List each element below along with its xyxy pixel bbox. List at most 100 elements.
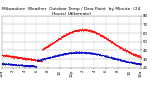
Point [71, 52, 73, 53]
Point [31, 65, 33, 66]
Point [117, 59, 120, 60]
Point [108, 57, 110, 58]
Point [114, 44, 117, 45]
Point [102, 54, 104, 56]
Point [68, 52, 71, 54]
Point [15, 56, 17, 58]
Point [120, 47, 123, 49]
Point [43, 58, 45, 59]
Point [48, 44, 51, 46]
Point [136, 63, 139, 64]
Point [77, 29, 79, 31]
Point [58, 54, 61, 55]
Point [85, 29, 88, 30]
Point [50, 42, 53, 44]
Point [32, 59, 35, 60]
Point [6, 63, 9, 64]
Point [31, 60, 33, 61]
Point [51, 43, 53, 44]
Point [63, 35, 66, 36]
Point [63, 53, 66, 55]
Point [25, 64, 28, 66]
Point [124, 50, 127, 51]
Point [105, 39, 108, 40]
Point [65, 53, 68, 54]
Point [80, 52, 83, 53]
Point [42, 48, 44, 49]
Point [23, 65, 25, 66]
Point [107, 56, 109, 58]
Point [19, 64, 22, 66]
Point [110, 41, 113, 42]
Point [18, 56, 21, 58]
Point [80, 52, 82, 53]
Point [17, 63, 19, 65]
Point [22, 64, 25, 66]
Point [58, 54, 61, 56]
Point [88, 30, 91, 31]
Point [59, 37, 61, 39]
Point [54, 40, 56, 42]
Point [90, 30, 93, 31]
Point [121, 49, 124, 51]
Point [77, 52, 80, 54]
Point [57, 38, 60, 40]
Point [115, 59, 118, 60]
Point [63, 52, 66, 54]
Point [20, 64, 23, 66]
Point [137, 63, 139, 64]
Point [68, 53, 71, 54]
Point [78, 51, 80, 52]
Point [38, 60, 40, 61]
Point [43, 58, 46, 60]
Point [0, 54, 3, 56]
Point [48, 44, 51, 46]
Point [13, 55, 16, 57]
Point [62, 53, 65, 54]
Point [91, 30, 94, 32]
Point [42, 48, 44, 50]
Point [104, 55, 106, 57]
Point [90, 30, 92, 32]
Point [73, 30, 75, 31]
Point [101, 35, 104, 36]
Point [36, 60, 39, 61]
Point [24, 59, 27, 60]
Point [10, 56, 12, 58]
Point [13, 64, 16, 65]
Point [100, 54, 103, 56]
Point [137, 63, 139, 64]
Point [22, 58, 25, 59]
Point [89, 31, 92, 32]
Point [50, 56, 52, 58]
Point [112, 57, 115, 59]
Point [25, 57, 28, 59]
Point [20, 64, 22, 66]
Point [42, 58, 44, 60]
Point [2, 55, 5, 56]
Point [53, 41, 55, 43]
Point [42, 48, 45, 50]
Point [66, 52, 68, 54]
Point [79, 52, 81, 53]
Point [44, 58, 47, 59]
Point [135, 63, 137, 64]
Point [134, 54, 136, 55]
Point [51, 42, 54, 44]
Point [139, 63, 141, 64]
Point [35, 59, 37, 61]
Point [119, 60, 122, 61]
Point [88, 30, 91, 31]
Point [116, 44, 118, 46]
Point [7, 64, 10, 65]
Point [30, 65, 32, 67]
Point [57, 54, 60, 55]
Point [33, 58, 36, 60]
Point [126, 51, 129, 52]
Point [77, 51, 80, 52]
Point [29, 58, 31, 59]
Point [113, 43, 116, 45]
Point [139, 55, 141, 57]
Point [116, 57, 118, 59]
Point [55, 55, 57, 57]
